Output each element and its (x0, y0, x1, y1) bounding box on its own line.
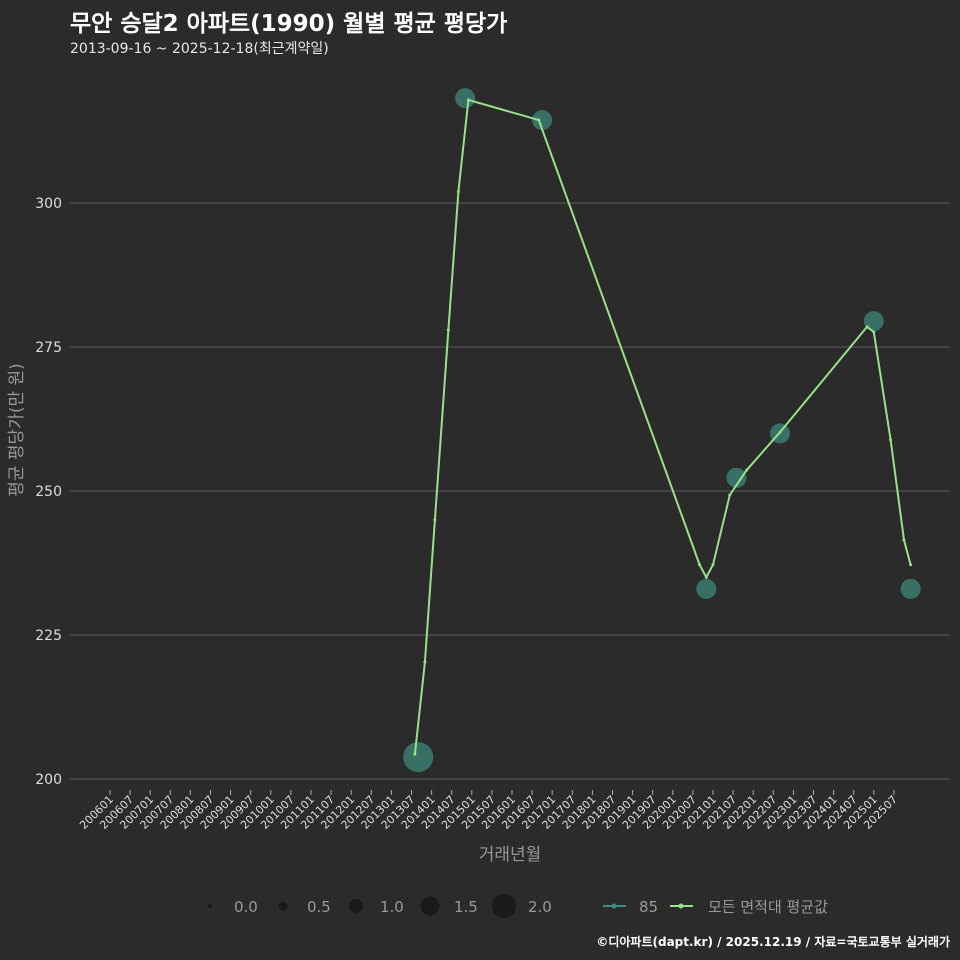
footer-credit: ©디아파트(dapt.kr) / 2025.12.19 / 자료=국토교통부 실… (596, 935, 950, 949)
size-legend-dot (349, 899, 363, 913)
legend-85-dot (611, 903, 617, 909)
size-legend-label: 0.0 (234, 898, 258, 916)
size-legend-label: 0.5 (307, 898, 331, 916)
average-line (413, 98, 912, 755)
average-line-point (446, 328, 450, 332)
legend-average-dot (678, 903, 684, 909)
average-line-point (423, 660, 427, 664)
size-legend-dot (208, 904, 212, 908)
y-tick-label: 275 (35, 340, 62, 356)
size-legend-dot (420, 896, 440, 916)
average-line-point (704, 575, 708, 579)
chart-title: 무안 승달2 아파트(1990) 월별 평균 평당가 (70, 11, 508, 37)
size-legend-dot (278, 901, 288, 911)
average-line-point (711, 563, 715, 567)
x-axis-label: 거래년월 (479, 845, 542, 865)
average-line-point (466, 98, 470, 102)
data-point (455, 88, 476, 109)
data-point (532, 110, 553, 131)
size-legend-label: 2.0 (528, 898, 552, 916)
average-line-point (909, 563, 913, 567)
average-line-point (865, 325, 869, 329)
average-line-point (456, 189, 460, 193)
y-axis-label: 평균 평당가(만 원) (7, 363, 27, 497)
average-line-point (872, 330, 876, 334)
legend-85-label: 85 (639, 898, 658, 916)
size-legend-label: 1.5 (454, 898, 478, 916)
data-point (403, 742, 434, 773)
average-line-point (433, 518, 437, 522)
data-point (726, 467, 747, 488)
average-line-point (902, 538, 906, 542)
average-line-point (698, 563, 702, 567)
average-line-point (728, 493, 732, 497)
legend-average-label: 모든 면적대 평균값 (708, 898, 828, 916)
chart-subtitle: 2013-09-16 ~ 2025-12-18(최근계약일) (70, 41, 329, 57)
y-tick-label: 200 (35, 772, 62, 788)
average-line-point (889, 438, 893, 442)
size-legend-label: 1.0 (380, 898, 404, 916)
data-point (696, 578, 717, 599)
average-line-point (413, 752, 417, 756)
y-tick-label: 250 (35, 484, 62, 500)
average-line-point (537, 118, 541, 122)
average-line-point (778, 430, 782, 434)
size-legend-dot (492, 894, 516, 918)
data-point (863, 311, 884, 332)
y-tick-label: 225 (35, 628, 62, 644)
data-point (900, 578, 921, 599)
y-tick-label: 300 (35, 196, 62, 212)
average-line-point (745, 468, 748, 472)
